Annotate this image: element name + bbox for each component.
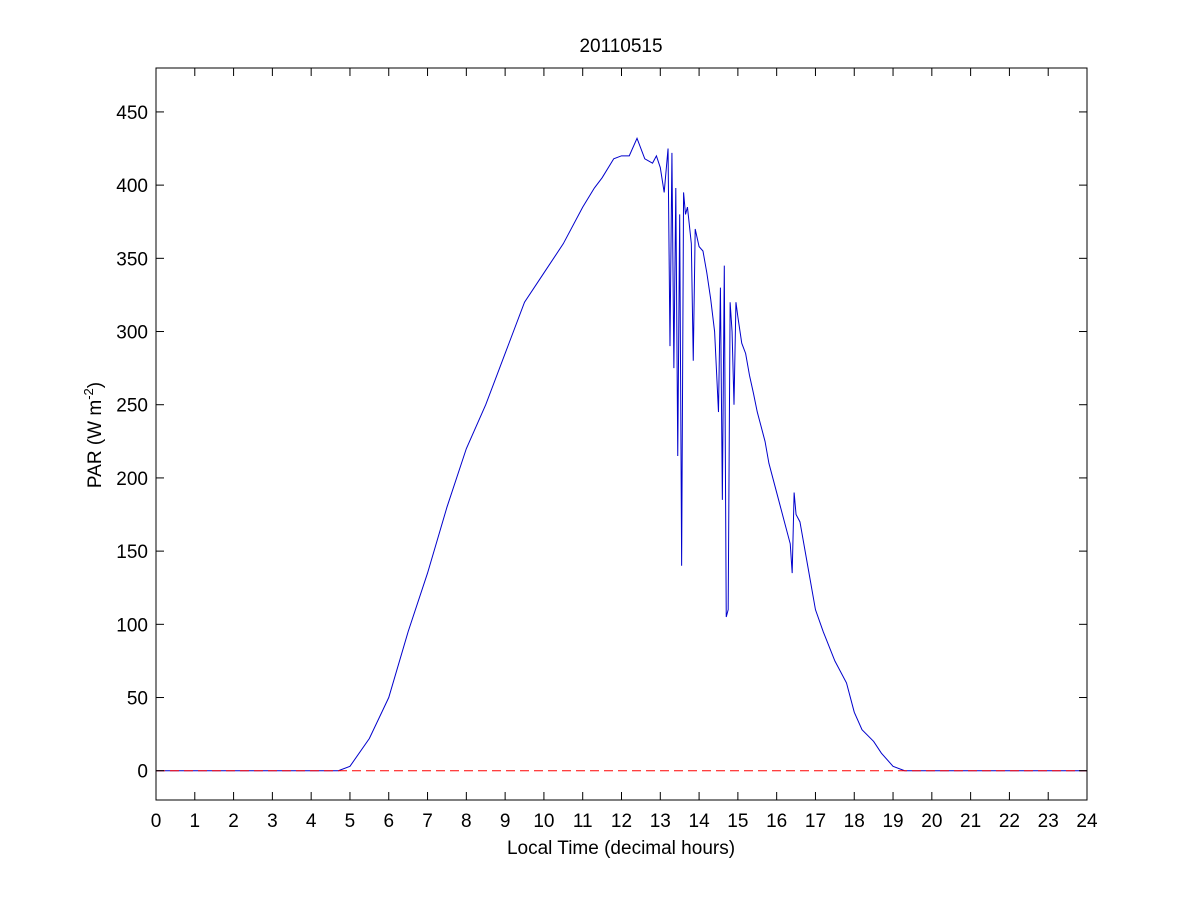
x-tick-label-9: 9: [500, 811, 511, 832]
x-tick-label-24: 24: [1076, 811, 1098, 832]
x-tick-label-11: 11: [573, 811, 593, 832]
y-tick-label-200: 200: [116, 469, 148, 490]
y-tick-label-400: 400: [116, 176, 148, 197]
y-tick-label-50: 50: [127, 689, 148, 710]
y-tick-label-350: 350: [116, 249, 148, 270]
x-tick-label-15: 15: [727, 811, 748, 832]
x-tick-label-12: 12: [611, 811, 632, 832]
x-tick-label-2: 2: [228, 811, 239, 832]
x-tick-label-5: 5: [345, 811, 356, 832]
y-tick-label-0: 0: [137, 762, 148, 783]
x-tick-label-21: 21: [960, 811, 981, 832]
x-tick-label-0: 0: [151, 811, 162, 832]
y-tick-label-150: 150: [116, 542, 148, 563]
x-tick-label-18: 18: [844, 811, 865, 832]
x-tick-label-8: 8: [461, 811, 472, 832]
x-tick-label-19: 19: [882, 811, 903, 832]
x-tick-label-4: 4: [306, 811, 317, 832]
x-tick-label-7: 7: [422, 811, 433, 832]
x-tick-label-16: 16: [766, 811, 787, 832]
y-tick-label-250: 250: [116, 396, 148, 417]
y-tick-label-100: 100: [116, 615, 148, 636]
x-tick-label-6: 6: [383, 811, 394, 832]
x-tick-label-17: 17: [805, 811, 826, 832]
x-tick-label-1: 1: [190, 811, 201, 832]
x-tick-label-13: 13: [650, 811, 671, 832]
plot-area: 0 1 2 3 4 5 6 7 8 9 10 11 12 13 14 15 16 17 18 19 20 21 22 23 24…: [116, 67, 1098, 832]
y-axis-label: PAR (W m-2): [81, 382, 106, 488]
x-tick-label-3: 3: [267, 811, 278, 832]
y-tick-label-300: 300: [116, 323, 148, 344]
y-tick-label-450: 450: [116, 103, 148, 124]
y-axis-label-superscript: -2: [81, 388, 96, 400]
x-tick-label-10: 10: [533, 811, 554, 832]
x-tick-label-20: 20: [921, 811, 942, 832]
x-axis-label: Local Time (decimal hours): [507, 838, 735, 859]
chart-title: 20110515: [579, 36, 662, 57]
y-axis-label-close: ): [85, 382, 106, 388]
x-tick-label-22: 22: [999, 811, 1020, 832]
y-axis-label-main: PAR (W m: [85, 400, 106, 488]
x-tick-label-14: 14: [689, 811, 711, 832]
x-tick-label-23: 23: [1038, 811, 1059, 832]
series-line-1: [156, 136, 1087, 772]
